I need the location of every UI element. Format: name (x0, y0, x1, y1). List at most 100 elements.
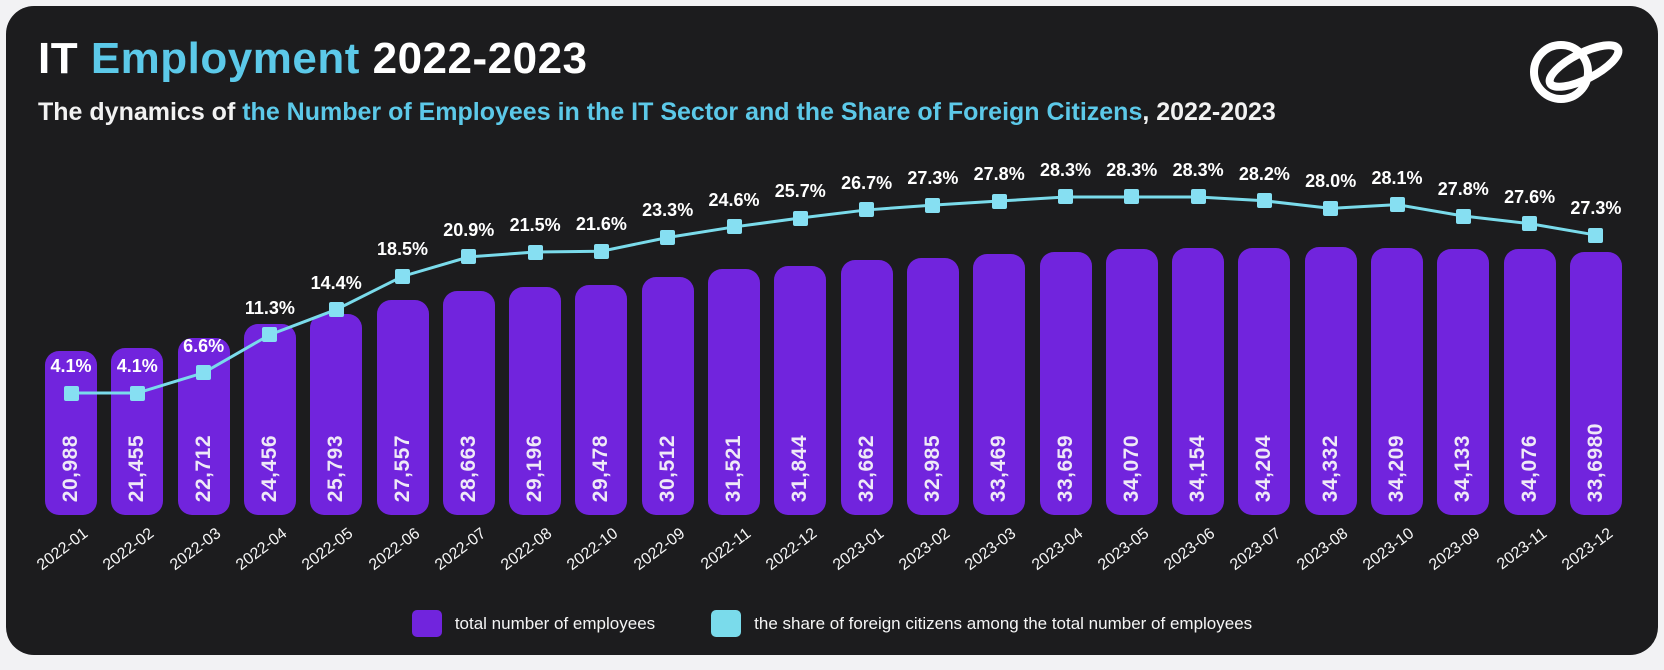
line-point-label: 27.8% (973, 164, 1025, 185)
x-axis-label: 2022-01 (34, 525, 92, 574)
bar: 30,512 (641, 277, 694, 515)
bar: 34,332 (1304, 247, 1357, 515)
bar-value-label: 34,076 (1517, 434, 1541, 502)
bar: 33,659 (1039, 252, 1092, 515)
bar-value-label: 33,6980 (1583, 422, 1607, 502)
line-point-label: 28.2% (1238, 163, 1290, 184)
line-point-label: 4.1% (50, 356, 92, 376)
line-marker (196, 365, 212, 381)
line-point-label: 26.7% (841, 172, 893, 193)
line-point-label: 28.3% (1039, 159, 1092, 180)
bar-value-label: 34,133 (1451, 434, 1475, 502)
bar: 33,6980 (1569, 252, 1622, 515)
bar: 34,154 (1172, 248, 1225, 515)
bar: 31,844 (774, 266, 827, 515)
line-marker (1455, 208, 1471, 224)
bar: 29,196 (509, 287, 562, 515)
bar-value-label: 34,154 (1186, 434, 1210, 502)
bar-value-label: 24,456 (257, 434, 281, 502)
line-point-label: 28.3% (1172, 159, 1224, 180)
bar-value-label: 28,663 (456, 434, 480, 502)
line-point-label: 27.8% (1437, 179, 1489, 200)
title-highlight: Employment (90, 34, 360, 83)
bar-value-label: 33,659 (1053, 434, 1077, 502)
legend-item-foreign-share: the share of foreign citizens among the … (711, 610, 1252, 637)
page-subtitle: The dynamics of the Number of Employees … (38, 98, 1276, 127)
x-axis-label: 2023-08 (1293, 525, 1351, 574)
header: IT Employment 2022-2023 The dynamics of … (38, 34, 1276, 127)
title-prefix: IT (38, 34, 91, 83)
bar: 34,204 (1238, 248, 1291, 515)
bar-value-label: 34,070 (1119, 434, 1143, 502)
bar: 27,557 (376, 300, 429, 515)
line-marker (328, 302, 344, 318)
bar-value-label: 30,512 (655, 434, 679, 502)
bar: 32,985 (906, 258, 959, 515)
bar-value-label: 29,196 (523, 434, 547, 502)
line-marker (726, 219, 742, 235)
legend-label: total number of employees (454, 613, 656, 633)
brand-logo-icon (1530, 41, 1623, 103)
line-marker (925, 197, 941, 213)
legend: total number of employees the share of f… (0, 610, 1664, 637)
legend-item-employees: total number of employees (411, 610, 656, 637)
line-marker (1256, 193, 1272, 209)
legend-label: the share of foreign citizens among the … (754, 613, 1253, 633)
line-marker (1190, 189, 1206, 205)
page-title: IT Employment 2022-2023 (38, 34, 1276, 84)
line-point-label: 20.9% (443, 219, 495, 240)
bar-value-label: 34,204 (1252, 434, 1276, 502)
bar: 34,133 (1437, 249, 1490, 515)
line-marker (129, 385, 145, 401)
x-axis-label: 2023-10 (1360, 525, 1418, 574)
bar: 29,478 (575, 285, 628, 515)
x-axis-label: 2023-12 (1558, 525, 1617, 574)
line-point-label: 18.5% (376, 239, 429, 260)
line-point-label: 28.3% (1106, 159, 1158, 180)
line-point-label: 27.6% (1504, 186, 1556, 207)
subtitle-highlight: the Number of Employees in the IT Sector… (242, 98, 1143, 126)
line-marker (1124, 189, 1140, 205)
bar-value-label: 33,469 (987, 434, 1011, 502)
line-point-label: 28.0% (1305, 171, 1357, 192)
line-marker (395, 268, 410, 284)
x-axis-label: 2023-04 (1028, 525, 1086, 574)
bar-value-label: 27,557 (390, 434, 414, 502)
line-point-label: 11.3% (244, 297, 295, 318)
x-axis-label: 2022-08 (498, 525, 556, 574)
x-axis-label: 2023-06 (1161, 525, 1219, 574)
line-point-label: 24.6% (708, 189, 760, 210)
x-axis-label: 2022-10 (564, 525, 622, 574)
x-axis-label: 2022-04 (232, 525, 291, 574)
title-suffix: 2022-2023 (359, 34, 588, 83)
x-axis-label: 2023-03 (962, 525, 1020, 574)
bar: 25,793 (310, 314, 363, 515)
x-axis-label: 2023-07 (1227, 525, 1285, 574)
x-axis-label: 2023-05 (1094, 525, 1153, 574)
line-point-label: 21.5% (509, 215, 561, 236)
line-marker (262, 327, 278, 343)
line-point-label: 4.1% (116, 356, 158, 376)
bar: 31,521 (708, 269, 760, 515)
line-point-label: 27.3% (907, 168, 959, 189)
bar-value-label: 32,662 (854, 434, 878, 502)
bar: 28,663 (442, 291, 495, 515)
line-marker (1323, 200, 1339, 216)
x-axis-label: 2022-07 (431, 525, 490, 574)
x-axis-label: 2022-03 (166, 525, 224, 574)
x-axis-label: 2022-12 (763, 525, 821, 574)
x-axis-label: 2022-02 (100, 525, 158, 574)
bar: 34,209 (1371, 248, 1423, 515)
bar-value-label: 29,478 (589, 434, 613, 502)
line-marker (593, 243, 609, 259)
bar-value-label: 25,793 (324, 434, 348, 502)
bar: 33,469 (973, 254, 1026, 515)
subtitle-suffix: , 2022-2023 (1142, 98, 1276, 126)
x-axis-label: 2022-06 (365, 525, 423, 574)
line-marker (1058, 189, 1073, 205)
line-marker (859, 202, 875, 218)
bar-value-label: 21,455 (125, 434, 149, 502)
bar-series-swatch (411, 610, 442, 637)
line-marker (461, 249, 477, 265)
